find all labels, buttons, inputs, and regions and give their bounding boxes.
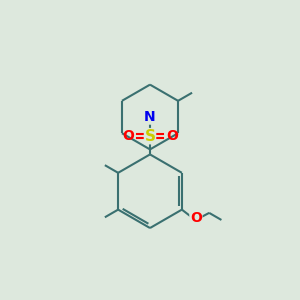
Text: O: O xyxy=(122,129,134,143)
Text: O: O xyxy=(190,211,202,225)
Text: S: S xyxy=(145,129,155,144)
Text: N: N xyxy=(144,110,156,124)
Text: O: O xyxy=(166,129,178,143)
